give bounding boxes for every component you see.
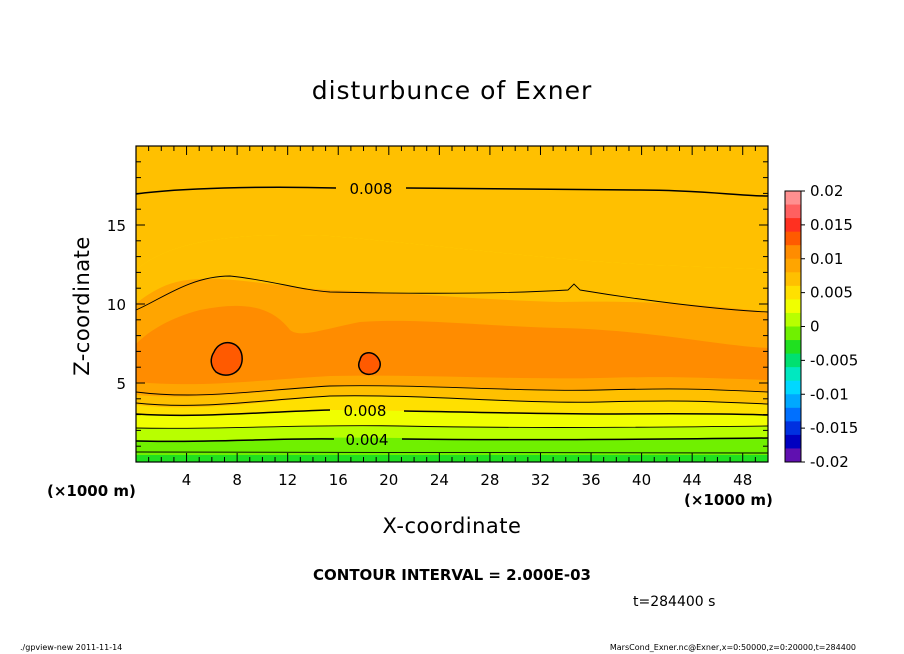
- contour-label-lower: 0.008: [344, 402, 387, 420]
- colorbar-label: -0.02: [810, 453, 849, 471]
- colorbar-label: 0.02: [810, 182, 843, 200]
- contour-line-top-008-right: [405, 187, 768, 197]
- colorbar-swatch: [785, 204, 801, 219]
- colorbar: [784, 190, 805, 463]
- contour-line-008-lower-right: [403, 410, 768, 416]
- colorbar-swatch: [785, 326, 801, 341]
- x-tick-label: 12: [278, 471, 297, 489]
- colorbar-label: -0.015: [810, 419, 858, 437]
- colorbar-swatch: [785, 258, 801, 273]
- time-stamp: t=284400 s: [633, 594, 716, 610]
- contour-label-bottom: 0.004: [346, 431, 389, 449]
- colorbar-label: -0.005: [810, 351, 858, 369]
- blob-middle: [358, 352, 381, 375]
- contour-interval: CONTOUR INTERVAL = 2.000E-03: [313, 566, 591, 584]
- colorbar-swatch: [785, 434, 801, 449]
- x-axis-unit: (×1000 m): [684, 491, 773, 509]
- band-gold: [136, 146, 768, 270]
- y-axis-label: Z-coordinate: [70, 236, 94, 376]
- axis-ticks: [135, 145, 769, 463]
- colorbar-label: -0.01: [810, 385, 849, 403]
- colorbar-swatch: [785, 421, 801, 436]
- y-tick-label: 5: [116, 375, 126, 393]
- colorbar-swatch: [785, 299, 801, 314]
- y-tick-label: 15: [107, 217, 126, 235]
- colorbar-swatch: [785, 191, 801, 206]
- x-axis-label: X-coordinate: [382, 514, 522, 538]
- colorbar-labels: 0.02 0.015 0.01 0.005 0 -0.005 -0.01 -0.015 -0.0…: [810, 182, 858, 471]
- contour-loop-left: [210, 342, 243, 376]
- x-tick-label: 24: [430, 471, 449, 489]
- x-tick-label: 44: [683, 471, 702, 489]
- contour-loop-middle: [357, 352, 381, 376]
- colorbar-label: 0.01: [810, 250, 843, 268]
- y-tick-label: 10: [107, 296, 126, 314]
- contour-line-006: [136, 425, 768, 429]
- colorbar-swatch: [785, 353, 801, 368]
- x-tick-label: 20: [379, 471, 398, 489]
- colorbar-swatch: [785, 218, 801, 233]
- colorbar-swatch: [785, 407, 801, 422]
- contour-line-lower-1: [136, 385, 768, 396]
- contour-line-upper: [136, 275, 768, 313]
- colorbar-swatch: [785, 394, 801, 409]
- colorbar-swatch: [785, 245, 801, 260]
- colorbar-swatch: [785, 340, 801, 355]
- colorbar-swatch: [785, 448, 801, 463]
- colorbar-swatch: [785, 272, 801, 287]
- x-tick-label: 48: [733, 471, 752, 489]
- contour-label-top: 0.008: [350, 180, 393, 198]
- x-tick-label: 28: [480, 471, 499, 489]
- colorbar-label: 0: [810, 318, 820, 336]
- x-tick-label: 16: [329, 471, 348, 489]
- colorbar-swatch: [785, 285, 801, 300]
- contour-line-top-008-left: [136, 186, 337, 195]
- x-tick-label: 32: [531, 471, 550, 489]
- chart-title: disturbunce of Exner: [311, 76, 593, 105]
- colorbar-swatch: [785, 231, 801, 246]
- colorbar-label: 0.005: [810, 284, 853, 302]
- colorbar-swatch: [785, 312, 801, 327]
- colorbar-swatch: [785, 380, 801, 395]
- colorbar-swatch: [785, 367, 801, 382]
- x-tick-label: 40: [632, 471, 651, 489]
- band-darkorange: [136, 305, 768, 385]
- contour-line-008-lower-left: [136, 409, 331, 417]
- x-tick-label: 36: [581, 471, 600, 489]
- x-tick-label: 8: [232, 471, 242, 489]
- contour-line-004-right: [401, 437, 768, 441]
- y-axis-unit: (×1000 m): [47, 482, 136, 500]
- colorbar-label: 0.015: [810, 216, 853, 234]
- contour-line-lower-2: [136, 395, 768, 406]
- footer-right: MarsCond_Exner.nc@Exner,x=0:50000,z=0:20…: [609, 643, 856, 652]
- contour-line-004-left: [136, 438, 335, 443]
- blob-left: [211, 342, 243, 376]
- x-tick-label: 4: [182, 471, 192, 489]
- footer-left: ./gpview-new 2011-11-14: [20, 643, 123, 652]
